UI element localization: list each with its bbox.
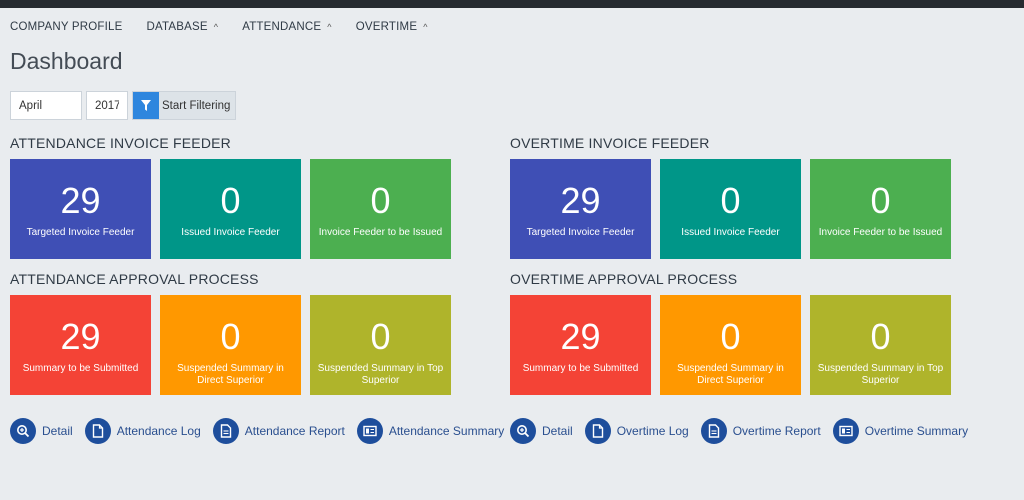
tile-value: 0 xyxy=(870,316,891,357)
year-input[interactable] xyxy=(86,91,128,120)
tile-label: Issued Invoice Feeder xyxy=(181,227,280,238)
tile-issued-invoice-feeder[interactable]: 0 Issued Invoice Feeder xyxy=(160,159,301,259)
tile-value: 0 xyxy=(370,316,391,357)
nav-label: OVERTIME xyxy=(355,21,418,33)
nav-label: ATTENDANCE xyxy=(242,21,322,33)
tile-value: 0 xyxy=(720,180,741,221)
report-icon xyxy=(700,418,727,444)
nav-label: DATABASE xyxy=(146,21,208,33)
tile-suspended-top-superior[interactable]: 0 Suspended Summary in Top Superior xyxy=(810,295,951,395)
tile-label: Invoice Feeder to be Issued xyxy=(818,227,943,238)
tile-summary-to-be-submitted[interactable]: 29 Summary to be Submitted xyxy=(10,295,151,395)
overtime-links: Detail Overtime Log Overtime Report Over… xyxy=(510,416,980,446)
zoom-icon xyxy=(10,418,36,444)
page-title: Dashboard xyxy=(10,48,123,74)
tile-suspended-top-superior[interactable]: 0 Suspended Summary in Top Superior xyxy=(310,295,451,395)
section-title: ATTENDANCE APPROVAL PROCESS xyxy=(10,271,259,287)
attendance-approval-section: ATTENDANCE APPROVAL PROCESS 29 Summary t… xyxy=(10,271,490,395)
top-strip xyxy=(0,0,1024,8)
tile-label: Suspended Summary in Direct Superior xyxy=(677,363,784,386)
overtime-summary-link[interactable]: Overtime Summary xyxy=(832,418,969,444)
tile-invoice-feeder-to-be-issued[interactable]: 0 Invoice Feeder to be Issued xyxy=(810,159,951,259)
caret-up-icon: ^ xyxy=(327,22,332,32)
filter-icon xyxy=(133,92,159,119)
zoom-icon xyxy=(510,418,536,444)
start-filtering-button[interactable]: Start Filtering xyxy=(132,91,237,120)
tile-targeted-invoice-feeder[interactable]: 29 Targeted Invoice Feeder xyxy=(510,159,651,259)
link-label: Overtime Log xyxy=(616,424,689,438)
nav-database[interactable]: DATABASE ^ xyxy=(147,21,219,33)
link-label: Detail xyxy=(42,424,73,438)
summary-icon xyxy=(356,418,383,444)
attendance-report-link[interactable]: Attendance Report xyxy=(212,418,345,444)
section-title: ATTENDANCE INVOICE FEEDER xyxy=(10,135,231,151)
document-icon xyxy=(584,418,611,444)
link-label: Attendance Report xyxy=(244,424,345,438)
overtime-approval-section: OVERTIME APPROVAL PROCESS 29 Summary to … xyxy=(510,271,990,395)
tile-suspended-direct-superior[interactable]: 0 Suspended Summary in Direct Superior xyxy=(160,295,301,395)
tile-label: Summary to be Submitted xyxy=(522,363,639,374)
nav-company-profile[interactable]: COMPANY PROFILE xyxy=(10,21,123,33)
tile-value: 0 xyxy=(870,180,891,221)
nav-label: COMPANY PROFILE xyxy=(10,21,123,33)
month-input[interactable] xyxy=(10,91,82,120)
tile-value: 0 xyxy=(370,180,391,221)
tile-summary-to-be-submitted[interactable]: 29 Summary to be Submitted xyxy=(510,295,651,395)
tile-issued-invoice-feeder[interactable]: 0 Issued Invoice Feeder xyxy=(660,159,801,259)
link-label: Overtime Report xyxy=(732,424,821,438)
caret-up-icon: ^ xyxy=(213,22,219,32)
filter-bar: Start Filtering xyxy=(10,91,237,120)
attendance-detail-link[interactable]: Detail xyxy=(10,418,73,444)
link-label: Attendance Log xyxy=(116,424,201,438)
tile-value: 0 xyxy=(220,180,241,221)
tile-value: 29 xyxy=(560,316,601,357)
tile-value: 29 xyxy=(60,180,101,221)
attendance-summary-link[interactable]: Attendance Summary xyxy=(356,418,505,444)
report-icon xyxy=(212,418,239,444)
tile-label: Targeted Invoice Feeder xyxy=(526,227,635,238)
tile-invoice-feeder-to-be-issued[interactable]: 0 Invoice Feeder to be Issued xyxy=(310,159,451,259)
tile-label: Suspended Summary in Top Superior xyxy=(317,363,444,386)
tile-value: 0 xyxy=(220,316,241,357)
tile-label: Suspended Summary in Top Superior xyxy=(817,363,944,386)
tile-label: Summary to be Submitted xyxy=(22,363,139,374)
start-filtering-label: Start Filtering xyxy=(162,99,231,112)
tile-suspended-direct-superior[interactable]: 0 Suspended Summary in Direct Superior xyxy=(660,295,801,395)
link-label: Overtime Summary xyxy=(864,424,969,438)
summary-icon xyxy=(832,418,859,444)
section-title: OVERTIME APPROVAL PROCESS xyxy=(510,271,738,287)
link-label: Detail xyxy=(542,424,573,438)
document-icon xyxy=(84,418,111,444)
tile-label: Targeted Invoice Feeder xyxy=(26,227,135,238)
nav-overtime[interactable]: OVERTIME ^ xyxy=(356,21,428,33)
tile-value: 0 xyxy=(720,316,741,357)
tile-label: Issued Invoice Feeder xyxy=(681,227,780,238)
section-title: OVERTIME INVOICE FEEDER xyxy=(510,135,710,151)
nav-attendance[interactable]: ATTENDANCE ^ xyxy=(242,21,332,33)
tile-label: Invoice Feeder to be Issued xyxy=(318,227,443,238)
caret-up-icon: ^ xyxy=(423,22,428,32)
main-nav: COMPANY PROFILE DATABASE ^ ATTENDANCE ^ … xyxy=(10,20,452,34)
attendance-invoice-section: ATTENDANCE INVOICE FEEDER 29 Targeted In… xyxy=(10,135,490,259)
attendance-links: Detail Attendance Log Attendance Report … xyxy=(10,416,516,446)
tile-targeted-invoice-feeder[interactable]: 29 Targeted Invoice Feeder xyxy=(10,159,151,259)
overtime-log-link[interactable]: Overtime Log xyxy=(584,418,689,444)
overtime-invoice-section: OVERTIME INVOICE FEEDER 29 Targeted Invo… xyxy=(510,135,990,259)
link-label: Attendance Summary xyxy=(388,424,505,438)
tile-value: 29 xyxy=(60,316,101,357)
attendance-log-link[interactable]: Attendance Log xyxy=(84,418,201,444)
tile-label: Suspended Summary in Direct Superior xyxy=(177,363,284,386)
tile-value: 29 xyxy=(560,180,601,221)
overtime-report-link[interactable]: Overtime Report xyxy=(700,418,821,444)
overtime-detail-link[interactable]: Detail xyxy=(510,418,573,444)
